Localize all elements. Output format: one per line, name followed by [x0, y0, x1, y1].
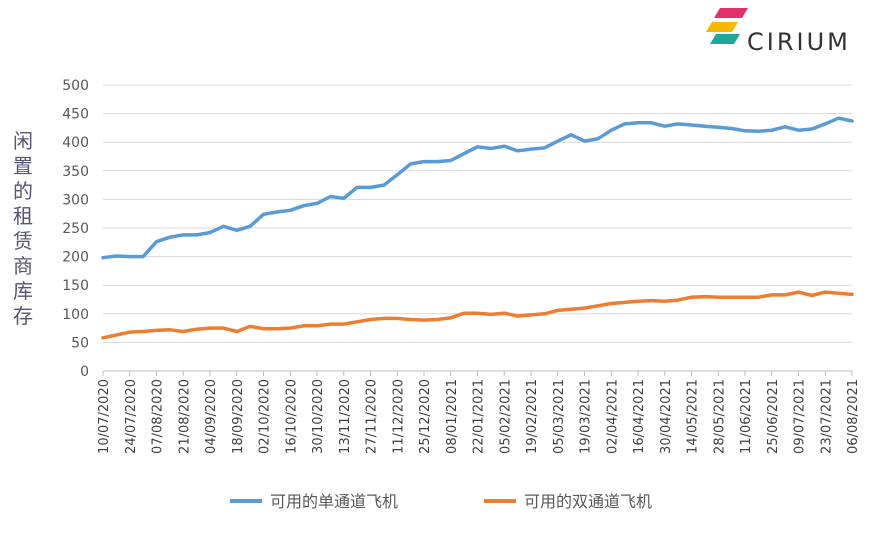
cirium-logo-mark-icon — [706, 8, 748, 44]
x-tick-label: 28/05/2021 — [712, 379, 727, 454]
y-axis-label-char: 赁 — [13, 229, 33, 253]
series-lines — [101, 116, 854, 340]
x-tick-label: 11/12/2020 — [391, 379, 406, 454]
legend: 可用的单通道飞机 可用的双通道飞机 — [230, 492, 652, 511]
x-tick-label: 09/07/2021 — [793, 379, 808, 454]
cirium-logo: CIRIUM — [706, 8, 851, 56]
y-axis-ticks: 0 50 100 150 200 250 300 350 400 450 500 — [62, 78, 89, 380]
gridlines — [103, 84, 852, 343]
x-tick-label: 19/03/2021 — [579, 379, 594, 454]
y-axis-label-char: 商 — [13, 254, 33, 278]
x-tick-label: 24/07/2020 — [124, 379, 139, 454]
y-axis-label-char: 租 — [13, 204, 33, 228]
x-tick-label: 18/09/2020 — [231, 379, 246, 454]
x-tick-label: 02/04/2021 — [605, 379, 620, 454]
x-tick-label: 05/02/2021 — [498, 379, 513, 454]
y-axis-label-char: 存 — [13, 304, 33, 328]
x-tick-label: 08/01/2021 — [445, 379, 460, 454]
y-tick-label: 500 — [62, 78, 89, 94]
x-tick-label: 04/09/2020 — [204, 379, 219, 454]
x-tick-label: 27/11/2020 — [365, 379, 380, 454]
x-tick-label: 30/04/2021 — [659, 379, 674, 454]
x-tick-label: 07/08/2020 — [151, 379, 166, 454]
x-tick-label: 30/10/2020 — [311, 379, 326, 454]
series-line-twin-aisle — [101, 290, 854, 340]
x-tick-label: 19/02/2021 — [525, 379, 540, 454]
x-tick-label: 22/01/2021 — [472, 379, 487, 454]
x-tick-label: 23/07/2021 — [819, 379, 834, 454]
y-axis-label-char: 的 — [13, 179, 33, 203]
x-tick-label: 02/10/2020 — [258, 379, 273, 454]
x-tick-label: 25/06/2021 — [766, 379, 781, 454]
x-axis-ticks: 10/07/2020 24/07/2020 07/08/2020 21/08/2020… — [97, 371, 861, 454]
x-tick-label: 16/10/2020 — [284, 379, 299, 454]
x-tick-label: 05/03/2021 — [552, 379, 567, 454]
legend-label-twin-aisle: 可用的双通道飞机 — [524, 492, 652, 511]
y-tick-label: 350 — [62, 164, 89, 180]
x-tick-label: 06/08/2021 — [846, 379, 861, 454]
x-tick-label: 21/08/2020 — [177, 379, 192, 454]
x-tick-label: 16/04/2021 — [632, 379, 647, 454]
y-axis-label-char: 闲 — [13, 129, 33, 153]
y-tick-label: 150 — [62, 278, 89, 294]
x-tick-label: 11/06/2021 — [739, 379, 754, 454]
y-axis-label-char: 库 — [13, 279, 33, 303]
x-tick-label: 10/07/2020 — [97, 379, 112, 454]
y-tick-label: 400 — [62, 135, 89, 151]
legend-label-single-aisle: 可用的单通道飞机 — [270, 492, 398, 511]
y-tick-label: 0 — [80, 364, 89, 380]
x-tick-label: 13/11/2020 — [338, 379, 353, 454]
x-tick-label: 25/12/2020 — [418, 379, 433, 454]
x-tick-label: 14/05/2021 — [686, 379, 701, 454]
y-axis-label-char: 置 — [13, 154, 33, 178]
y-tick-label: 200 — [62, 250, 89, 266]
y-tick-label: 450 — [62, 107, 89, 123]
y-tick-label: 250 — [62, 221, 89, 237]
y-tick-label: 100 — [62, 307, 89, 323]
logo-text: CIRIUM — [747, 28, 851, 56]
y-tick-label: 50 — [71, 335, 89, 351]
series-line-single-aisle — [101, 116, 854, 260]
y-tick-label: 300 — [62, 192, 89, 208]
